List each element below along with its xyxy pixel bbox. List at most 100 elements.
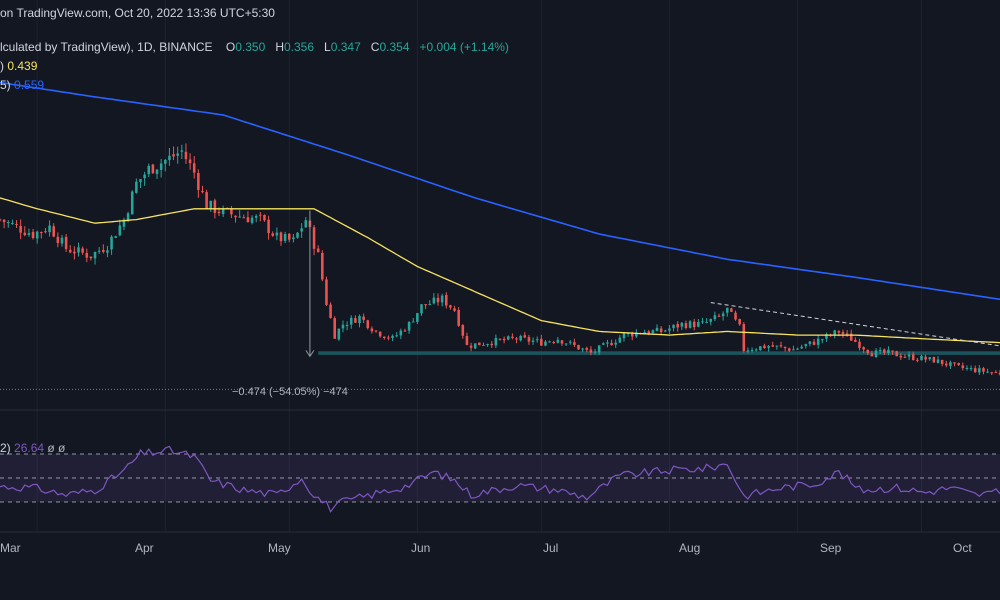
candle bbox=[321, 250, 324, 282]
candle-body bbox=[292, 237, 295, 240]
candle bbox=[544, 340, 547, 347]
candle bbox=[383, 336, 386, 340]
candle-body bbox=[858, 341, 861, 348]
candle bbox=[961, 362, 965, 371]
candle bbox=[858, 338, 861, 351]
candle-body bbox=[453, 308, 456, 311]
candle-body bbox=[986, 371, 989, 373]
ma50-legend[interactable]: ) 0.439 bbox=[0, 59, 37, 73]
candle bbox=[97, 247, 101, 255]
candle-body bbox=[300, 228, 303, 232]
candle-body bbox=[664, 330, 667, 332]
measure-tool bbox=[305, 210, 315, 358]
candle-body bbox=[242, 217, 246, 219]
rsi-levels bbox=[0, 453, 1000, 503]
candle bbox=[825, 332, 828, 342]
candle-body bbox=[920, 356, 923, 361]
candle-body bbox=[130, 191, 134, 215]
candle-body bbox=[473, 343, 477, 349]
candle bbox=[721, 311, 725, 321]
candle bbox=[482, 342, 485, 346]
candle bbox=[399, 328, 403, 340]
candle bbox=[808, 341, 812, 347]
candle bbox=[672, 324, 675, 332]
candle bbox=[771, 341, 775, 348]
candle bbox=[573, 338, 576, 348]
candle-body bbox=[478, 342, 481, 346]
candle-body bbox=[845, 333, 849, 335]
candle bbox=[878, 347, 882, 355]
candle-body bbox=[345, 325, 349, 327]
candle bbox=[263, 214, 266, 222]
candle bbox=[870, 350, 874, 357]
candle-body bbox=[540, 338, 543, 346]
candle bbox=[899, 353, 903, 360]
rsi-legend[interactable]: 2) 26.64 ø ø bbox=[0, 441, 65, 455]
candle bbox=[668, 325, 671, 334]
candle bbox=[15, 220, 18, 229]
candle-body bbox=[399, 330, 403, 336]
candle-body bbox=[321, 252, 324, 280]
candle bbox=[535, 336, 539, 343]
candle-body bbox=[775, 345, 779, 347]
candle-body bbox=[552, 342, 555, 344]
candle-body bbox=[680, 322, 684, 327]
candle-body bbox=[672, 324, 675, 329]
candle-body bbox=[932, 356, 936, 363]
candle-body bbox=[969, 367, 973, 369]
candle-body bbox=[862, 347, 865, 350]
candle bbox=[312, 225, 316, 256]
candle-body bbox=[122, 219, 126, 227]
ma200-legend[interactable]: 5) 0.559 bbox=[0, 78, 44, 92]
candle-body bbox=[378, 331, 382, 337]
candle-body bbox=[15, 223, 18, 225]
candle bbox=[556, 337, 560, 344]
candle bbox=[498, 338, 502, 341]
candle bbox=[697, 319, 700, 328]
candle-body bbox=[837, 331, 841, 333]
candle bbox=[68, 245, 72, 254]
candle-body bbox=[23, 232, 27, 236]
candle-body bbox=[6, 222, 10, 224]
candle bbox=[172, 146, 175, 161]
candle-body bbox=[490, 343, 494, 346]
candle-body bbox=[213, 200, 217, 213]
candle bbox=[329, 302, 332, 319]
candle bbox=[519, 334, 522, 342]
candle-body bbox=[333, 318, 336, 339]
candle bbox=[779, 341, 783, 348]
candle bbox=[176, 146, 179, 164]
candle-body bbox=[469, 345, 473, 348]
candle-body bbox=[548, 341, 551, 343]
candle bbox=[754, 348, 758, 352]
candle-body bbox=[259, 214, 262, 216]
candle-body bbox=[936, 359, 940, 363]
candle bbox=[341, 320, 345, 333]
low-value: 0.347 bbox=[330, 40, 361, 54]
candle bbox=[89, 256, 93, 261]
time-axis-label-jul: Jul bbox=[543, 541, 559, 555]
candle-body bbox=[990, 372, 994, 374]
candle bbox=[349, 315, 353, 329]
candle-body bbox=[221, 208, 225, 215]
ma200-line bbox=[0, 81, 1000, 301]
candle-body bbox=[928, 357, 932, 360]
candle-body bbox=[506, 336, 510, 340]
candle-body bbox=[924, 356, 927, 360]
candle-body bbox=[973, 368, 977, 373]
candle-body bbox=[606, 342, 609, 344]
candle bbox=[593, 348, 597, 355]
candle bbox=[845, 330, 849, 337]
candle bbox=[122, 217, 126, 231]
candle bbox=[994, 370, 998, 374]
candle bbox=[242, 214, 246, 219]
candle bbox=[478, 342, 481, 346]
candle bbox=[234, 215, 237, 223]
candle-body bbox=[821, 339, 824, 341]
candle-body bbox=[659, 328, 663, 333]
candle-body bbox=[432, 297, 436, 304]
candle bbox=[147, 163, 151, 178]
candle-body bbox=[370, 328, 374, 332]
candle bbox=[659, 326, 663, 335]
